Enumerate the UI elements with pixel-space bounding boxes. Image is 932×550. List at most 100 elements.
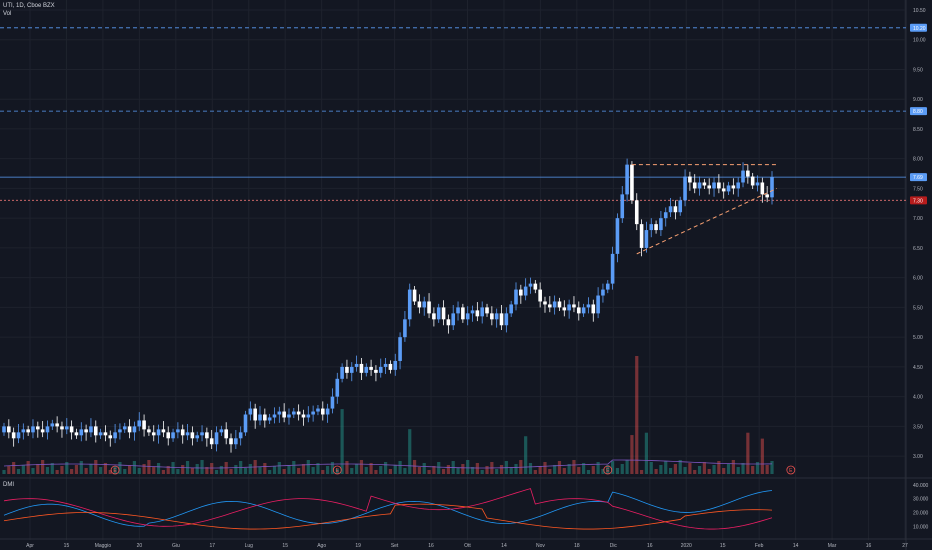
volume-bar [326,466,330,474]
price-badge-label: 7.30 [913,198,923,204]
earnings-marker-label: E [606,468,610,474]
volume-bar [60,466,64,474]
candle-body [552,301,557,308]
candle-body [407,289,412,320]
candle-body [649,224,654,231]
volume-bar [55,470,59,474]
candle-body [190,432,195,439]
candle-body [234,438,238,445]
volume-bar [480,470,484,474]
candle-body [127,426,132,433]
date-tick-label: 14 [501,543,507,549]
volume-bar [422,463,426,474]
price-badge-label: 8.80 [913,109,923,115]
volume-bar [746,432,750,474]
price-tick-label: 7.00 [913,216,923,222]
earnings-marker-label: E [789,468,793,474]
date-tick-label: 15 [282,543,288,549]
volume-bar [567,464,571,474]
date-tick-label: 27 [902,543,908,549]
candle-body [7,426,11,433]
price-tick-label: 5.00 [913,335,923,341]
earnings-marker [332,465,342,475]
candle-body [200,432,204,436]
date-tick-label: 19 [355,543,361,549]
volume-bar [36,464,40,474]
volume-bar [388,469,393,474]
candle-body [292,411,296,415]
candle-body [277,411,282,415]
volume-bar [688,463,692,474]
volume-ma-line [3,459,773,469]
candle-body [702,182,707,186]
volume-bar [195,464,199,474]
candle-body [581,307,586,314]
candle-body [195,435,200,439]
volume-bar [292,461,296,474]
date-tick-label: Ago [317,543,326,549]
candle-body [697,182,702,189]
candle-body [359,363,364,373]
volume-bar [755,462,760,474]
candle-body [456,307,460,314]
volume-bar [760,438,764,474]
volume-bar [152,467,156,474]
volume-bar [770,461,774,474]
date-tick-label: 14 [793,543,799,549]
volume-bar [562,468,566,474]
candle-body [36,426,40,430]
volume-bar [79,461,83,474]
candle-body [89,426,93,433]
volume-bar [2,470,6,474]
volume-bar [543,462,547,474]
volume-bar [301,464,306,474]
candle-body [296,411,301,415]
volume-bar [697,466,702,474]
candle-body [630,164,634,201]
volume-bar [316,463,320,474]
volume-bar [432,466,436,474]
candle-body [93,426,98,436]
volume-bar [611,461,615,474]
candle-body [60,426,64,430]
candle-body [74,432,79,436]
candle-body [388,363,393,370]
volume-bar [258,467,262,474]
candle-body [137,420,142,427]
volume-bar [712,465,716,474]
candle-body [644,230,649,248]
price-badge [910,196,927,205]
candle-body [306,414,311,418]
price-badge [910,23,927,32]
candle-body [335,378,340,397]
candle-body [480,307,484,317]
candle-body [287,414,291,418]
volume-bar [548,469,552,474]
volume-bar [127,465,132,474]
volume-bar [161,470,165,474]
candle-body [514,289,518,305]
candle-body [156,429,161,436]
price-tick-label: 5.50 [913,305,923,311]
volume-bar [437,462,441,474]
date-tick-label: Set [391,543,399,549]
candle-body [538,289,542,302]
candle-body [572,304,576,308]
volume-bar [572,460,576,474]
candle-body [639,224,644,248]
candle-body [499,313,504,326]
volume-bar [65,462,69,474]
candle-body [692,182,697,189]
candle-body [441,307,446,320]
candle-body [422,301,427,308]
candle-body [741,170,745,183]
volume-bar [524,436,528,474]
volume-bar [176,469,180,474]
price-tick-label: 9.00 [913,97,923,103]
volume-bar [287,465,291,474]
date-tick-label: Nov [536,543,545,549]
price-badge-label: 10.20 [913,26,926,32]
candle-body [108,435,113,439]
date-tick-label: 15 [64,543,70,549]
